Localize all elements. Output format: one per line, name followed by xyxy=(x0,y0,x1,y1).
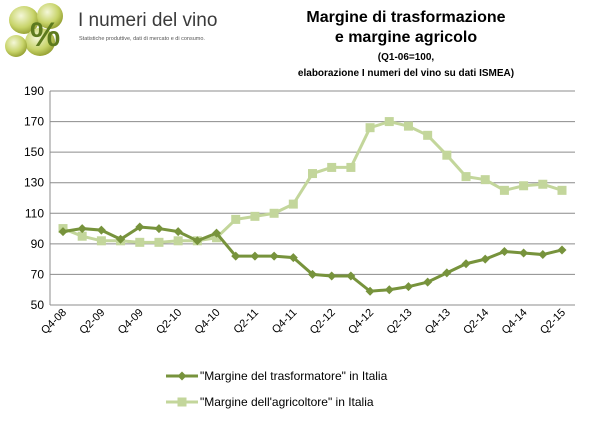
data-point xyxy=(96,236,106,246)
y-tick-label: 170 xyxy=(24,115,44,129)
data-point xyxy=(557,185,567,195)
y-tick-label: 130 xyxy=(24,176,44,190)
data-point xyxy=(365,123,375,133)
data-point xyxy=(499,185,509,195)
data-point xyxy=(403,121,413,131)
data-point xyxy=(96,225,106,235)
data-point xyxy=(538,250,548,260)
data-point xyxy=(423,277,433,287)
data-point xyxy=(135,222,145,232)
x-tick-label: Q4-11 xyxy=(270,307,300,337)
x-tick-label: Q2-09 xyxy=(77,307,107,337)
y-tick-label: 90 xyxy=(31,237,45,251)
data-point xyxy=(346,271,356,281)
chart-title-line-2: e margine agricolo xyxy=(335,29,477,46)
data-point xyxy=(480,175,490,185)
data-point xyxy=(365,286,375,296)
data-point xyxy=(154,224,164,234)
data-point xyxy=(442,268,452,278)
data-point xyxy=(269,251,279,261)
y-tick-label: 110 xyxy=(25,206,44,220)
data-point xyxy=(308,269,317,279)
data-point xyxy=(250,251,260,261)
data-point xyxy=(212,233,222,243)
legend-marker xyxy=(177,397,187,407)
data-point xyxy=(231,214,241,224)
data-point xyxy=(192,236,202,246)
legend-label: "Margine dell'agricoltore" in Italia xyxy=(200,395,374,409)
data-point xyxy=(499,247,509,256)
data-point xyxy=(116,234,126,244)
x-tick-label: Q4-09 xyxy=(116,307,146,337)
data-point xyxy=(461,259,471,269)
x-tick-label: Q2-10 xyxy=(154,307,184,337)
chart-titles: Margine di trasformazione e margine agri… xyxy=(298,9,514,79)
data-point xyxy=(288,253,298,263)
y-tick-label: 150 xyxy=(24,145,44,159)
data-point xyxy=(403,282,413,292)
data-point xyxy=(480,254,490,264)
grapes-logo-icon: % xyxy=(5,3,63,57)
data-point xyxy=(384,285,394,295)
y-tick-label: 50 xyxy=(31,298,45,312)
legend-marker xyxy=(177,371,187,381)
series-layer xyxy=(58,117,567,296)
logo: % I numeri del vino Statistiche produtti… xyxy=(2,0,217,62)
data-point xyxy=(77,231,87,241)
y-axis-ticks: 50 70 90 110 130 150 170 190 xyxy=(24,84,44,312)
x-tick-label: Q4-14 xyxy=(500,307,530,337)
logo-subtitle: Statistiche produttive, dati di mercato … xyxy=(79,36,205,42)
data-point xyxy=(442,150,452,160)
data-point xyxy=(154,237,164,247)
x-axis-ticks: Q4-08 Q2-09 Q4-09 Q2-10 Q4-10 Q2-11 Q4-11 Q2-12… xyxy=(39,307,568,337)
data-point xyxy=(557,245,567,255)
data-point xyxy=(308,169,317,179)
x-tick-label: Q2-11 xyxy=(232,307,262,337)
data-point xyxy=(250,211,260,221)
legend-label: "Margine del trasformatore" in Italia xyxy=(200,369,388,383)
data-point xyxy=(173,227,183,237)
x-tick-label: Q2-12 xyxy=(308,307,338,337)
series-1 xyxy=(58,222,567,296)
data-point xyxy=(212,228,222,238)
data-point xyxy=(327,162,337,172)
data-point xyxy=(327,271,337,281)
data-point xyxy=(135,237,145,247)
x-tick-label: Q4-10 xyxy=(193,307,223,337)
data-point xyxy=(423,130,433,140)
data-point xyxy=(519,181,529,191)
y-tick-label: 190 xyxy=(24,84,44,98)
data-point xyxy=(461,172,471,182)
data-point xyxy=(173,236,183,246)
data-point xyxy=(77,224,87,234)
chart-subtitle-line-1: (Q1-06=100, xyxy=(378,52,435,63)
svg-text:%: % xyxy=(30,16,60,54)
x-tick-label: Q2-13 xyxy=(384,307,414,337)
series-2 xyxy=(58,117,567,247)
y-tick-label: 70 xyxy=(31,267,45,281)
chart-subtitle-line-2: elaborazione I numeri del vino su dati I… xyxy=(298,68,514,79)
x-tick-label: Q2-14 xyxy=(461,307,491,337)
data-point xyxy=(58,227,68,237)
data-point xyxy=(269,208,279,218)
chart-title-line-1: Margine di trasformazione xyxy=(306,9,505,26)
data-point xyxy=(538,179,548,189)
data-point xyxy=(288,199,298,209)
logo-title: I numeri del vino xyxy=(78,10,218,31)
data-point xyxy=(519,248,529,258)
legend: "Margine del trasformatore" in Italia "Ma… xyxy=(166,369,388,409)
x-tick-label: Q4-13 xyxy=(423,307,453,337)
x-tick-label: Q4-12 xyxy=(346,307,376,337)
data-point xyxy=(384,117,394,127)
x-tick-label: Q2-15 xyxy=(538,307,568,337)
data-point xyxy=(231,251,241,261)
data-point xyxy=(346,162,356,172)
